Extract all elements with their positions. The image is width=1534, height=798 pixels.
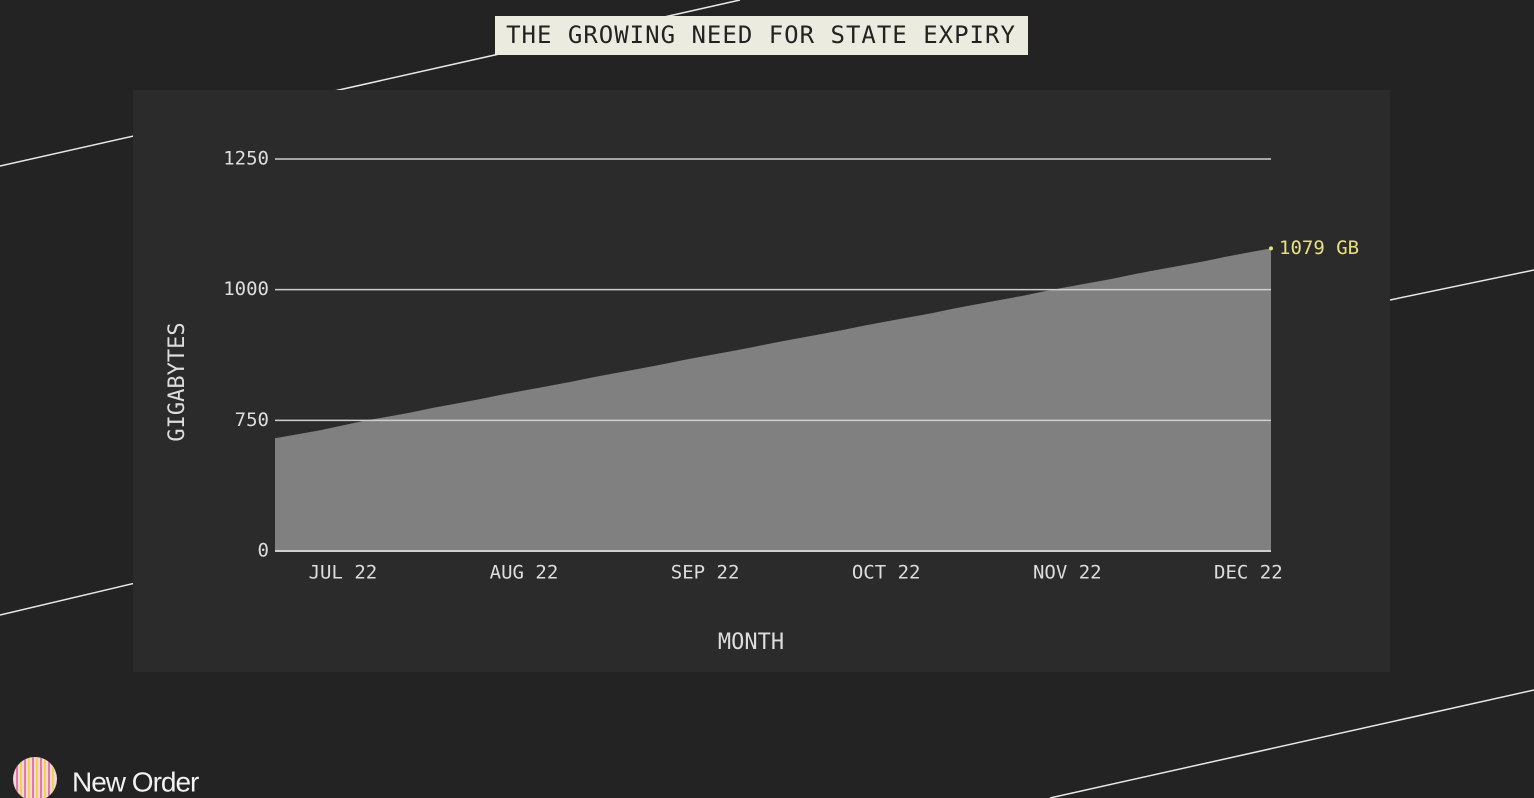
plot: 0 750 1000 1250 JUL 22 AUG 22 SEP 22 OCT 22 NOV … xyxy=(223,148,1359,584)
y-tick-label: 0 xyxy=(258,540,269,562)
area xyxy=(275,248,1271,551)
x-tick-label: OCT 22 xyxy=(852,562,921,584)
end-point xyxy=(1269,246,1273,251)
x-tick-label: JUL 22 xyxy=(309,562,378,584)
x-tick-label: SEP 22 xyxy=(671,562,740,584)
value-label: 1079 GB xyxy=(1279,237,1359,259)
y-tick-label: 1000 xyxy=(223,278,269,300)
y-axis-label: GIGABYTES xyxy=(165,322,190,441)
logo xyxy=(13,757,57,798)
chart-title: THE GROWING NEED FOR STATE EXPIRY xyxy=(506,21,1016,49)
x-tick-label: DEC 22 xyxy=(1214,562,1283,584)
y-tick-label: 750 xyxy=(235,409,269,431)
x-axis-label: MONTH xyxy=(718,630,784,655)
x-tick-label: AUG 22 xyxy=(490,562,559,584)
y-tick-label: 1250 xyxy=(223,148,269,170)
title-box xyxy=(495,16,1028,55)
x-tick-label: NOV 22 xyxy=(1033,562,1102,584)
brand: New Order xyxy=(72,766,199,797)
